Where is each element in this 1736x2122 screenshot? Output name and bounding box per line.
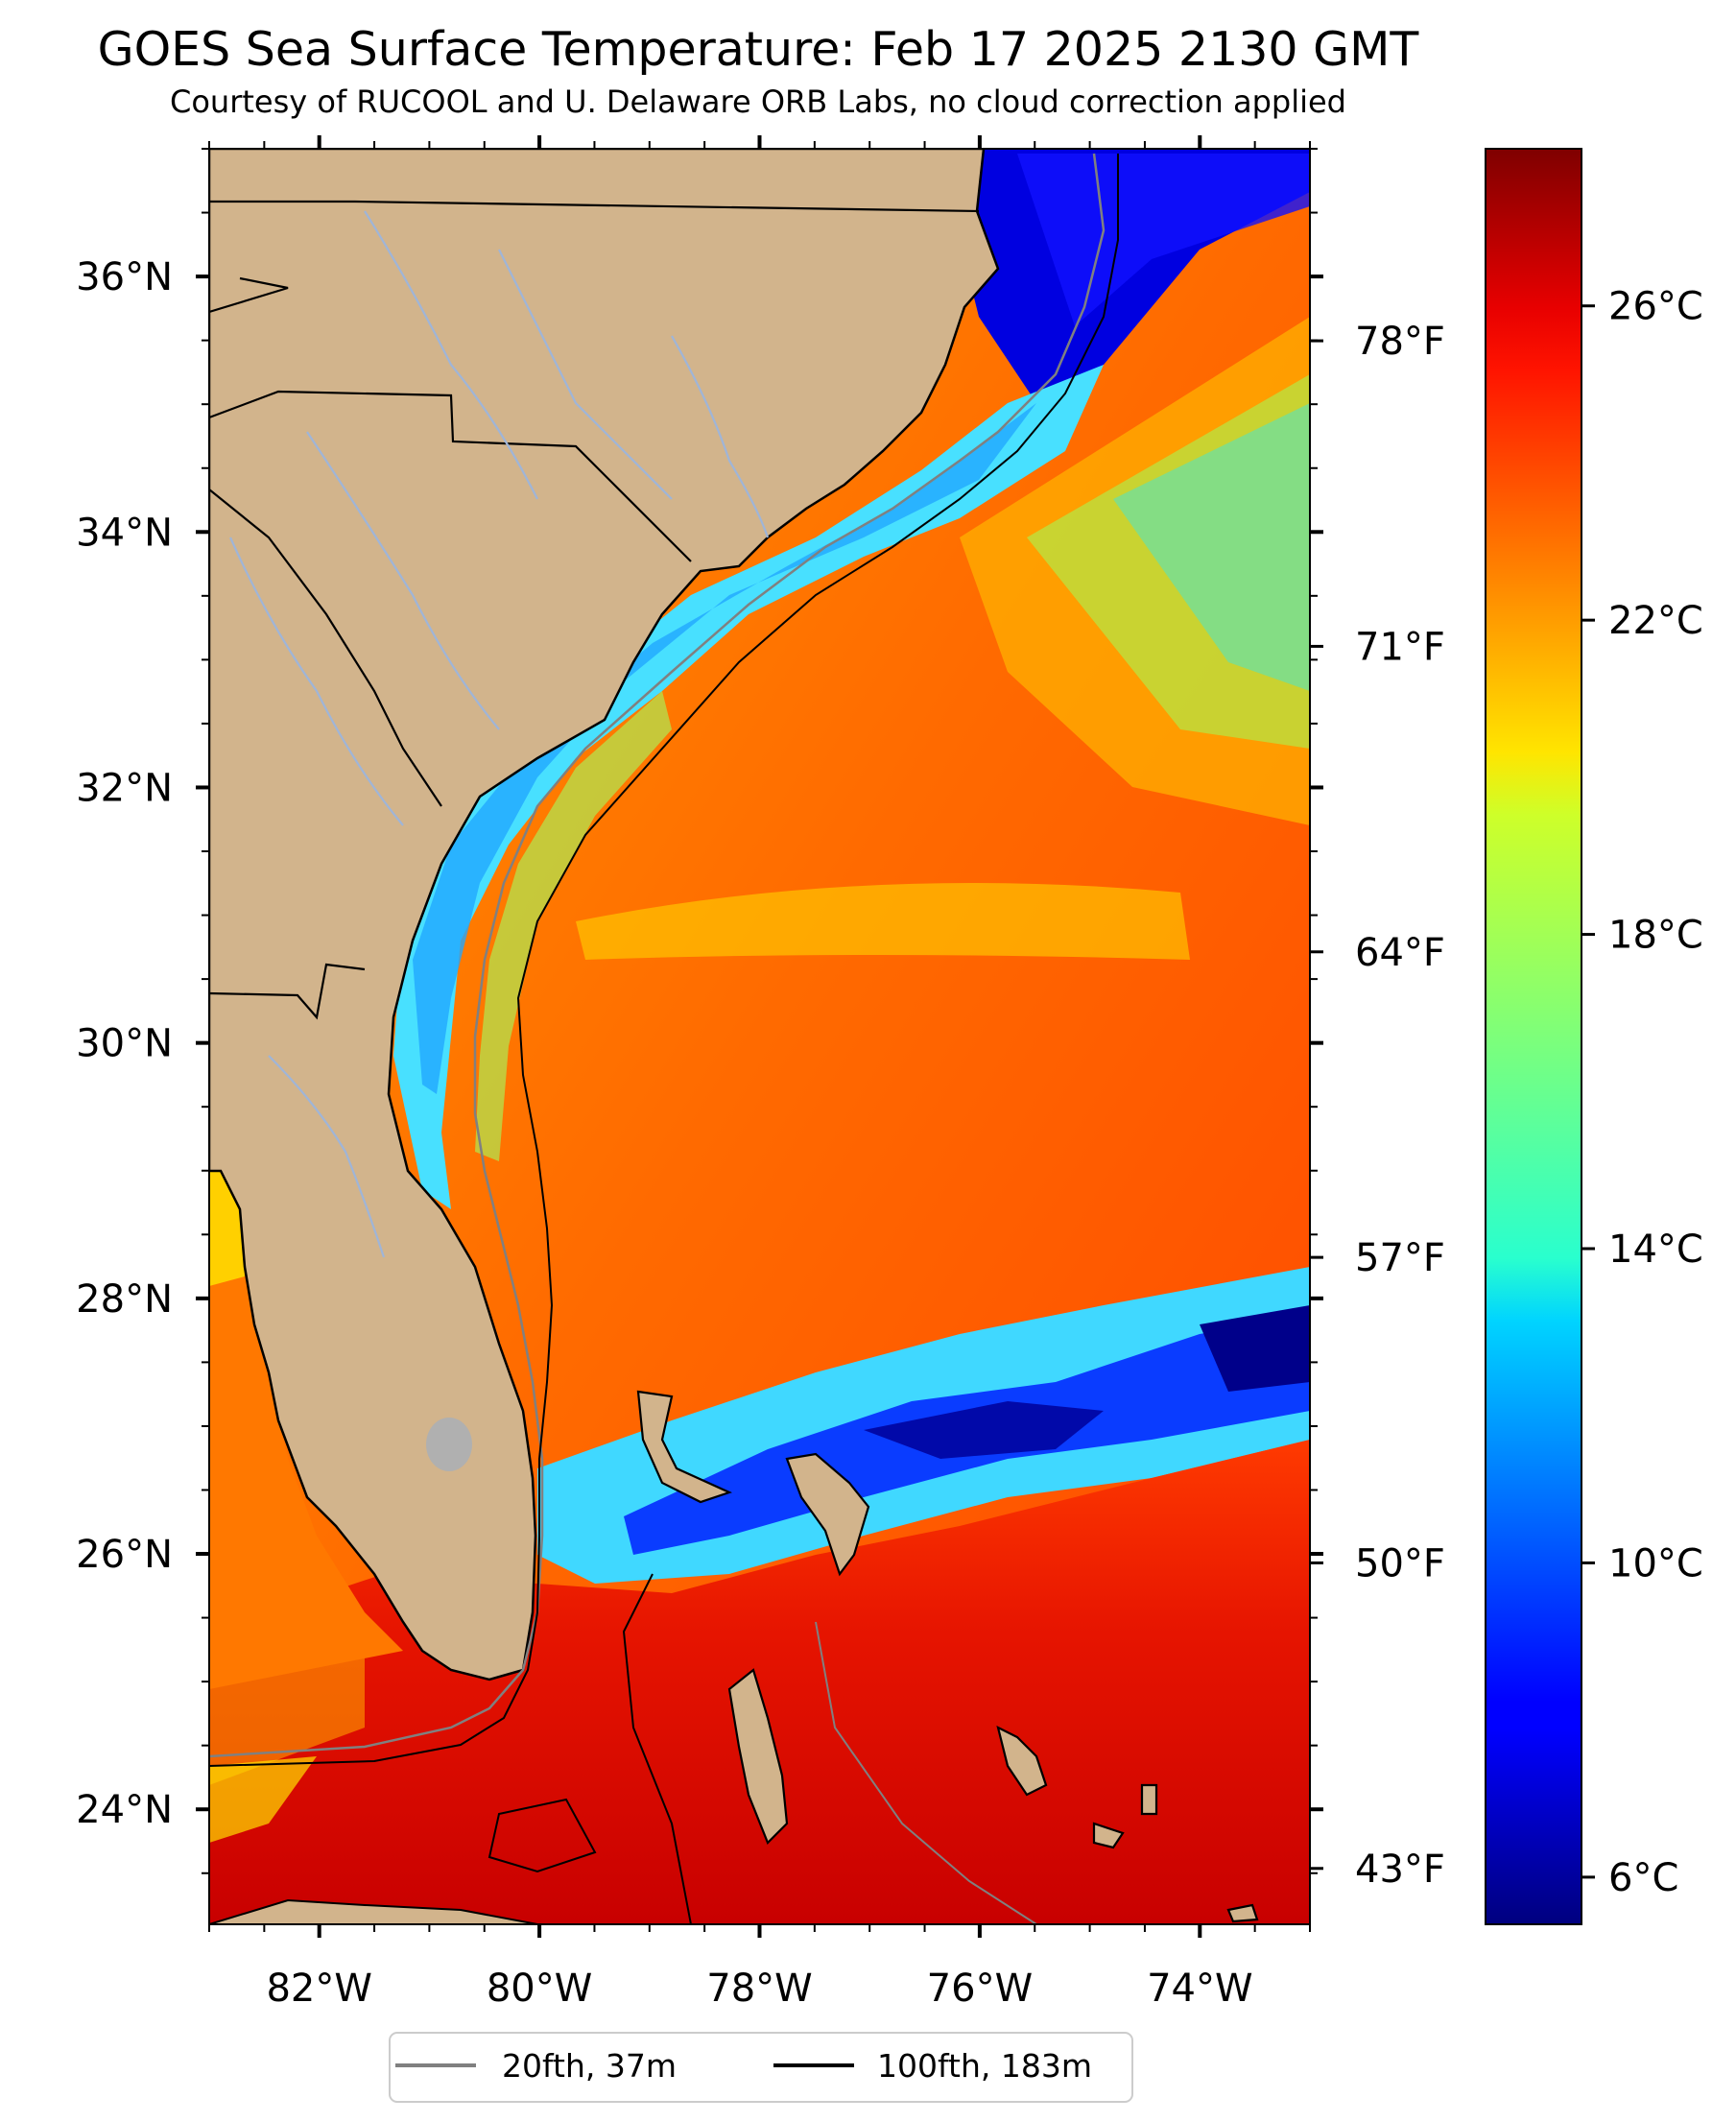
colorbar-gradient [1485, 148, 1582, 1925]
lon-tick-label: 80°W [487, 1967, 592, 2011]
map-subtitle: Courtesy of RUCOOL and U. Delaware ORB L… [170, 83, 1346, 120]
map-area [209, 149, 1310, 1924]
fahrenheit-tick-label: 78°F [1355, 320, 1445, 364]
fahrenheit-tick-label: 50°F [1355, 1541, 1445, 1586]
fahrenheit-tick-label: 64°F [1355, 931, 1445, 975]
colorbar: 26°C 22°C 18°C 14°C 10°C 6°C [1485, 148, 1703, 1925]
rivers [228, 210, 770, 1258]
lon-tick-label: 82°W [266, 1967, 371, 2011]
bahamas [636, 1390, 1259, 1923]
state-borders [209, 200, 980, 1020]
longitude-axis: 82°W 80°W 78°W 76°W 74°W [208, 135, 1311, 2011]
lat-tick-label: 34°N [76, 511, 173, 555]
fahrenheit-axis: 78°F 71°F 64°F 57°F 50°F 43°F [1310, 320, 1445, 1892]
colorbar-tick-label: 6°C [1608, 1856, 1678, 1900]
lat-tick-label: 28°N [76, 1277, 173, 1322]
fahrenheit-tick-label: 57°F [1355, 1236, 1445, 1280]
legend-label-20fth: 20fth, 37m [502, 2047, 677, 2085]
legend-box [389, 2032, 1133, 2103]
fahrenheit-tick-label: 43°F [1355, 1848, 1445, 1892]
map-title: GOES Sea Surface Temperature: Feb 17 202… [97, 22, 1419, 77]
isobath-20fth [209, 153, 1106, 1758]
lon-tick-label: 78°W [706, 1967, 812, 2011]
colorbar-tick-label: 26°C [1608, 285, 1703, 329]
isobath-100fth [209, 154, 1119, 1767]
lat-tick-label: 24°N [76, 1788, 173, 1832]
legend-label-100fth: 100fth, 183m [877, 2047, 1092, 2085]
lat-tick-label: 36°N [76, 255, 173, 299]
latitude-axis: 36°N 34°N 32°N 30°N 28°N 26°N 24°N [76, 148, 1323, 1874]
lon-tick-label: 74°W [1147, 1967, 1252, 2011]
colorbar-tick-label: 14°C [1608, 1228, 1703, 1272]
lat-tick-label: 26°N [76, 1533, 173, 1577]
colorbar-tick-label: 10°C [1608, 1541, 1703, 1586]
colorbar-tick-label: 22°C [1608, 599, 1703, 643]
isobath-legend: 20fth, 37m 100fth, 183m [389, 2032, 1133, 2103]
lat-tick-label: 32°N [76, 766, 173, 810]
fahrenheit-tick-label: 71°F [1355, 625, 1445, 669]
us-southeast-coast [209, 149, 1000, 1681]
colorbar-tick-label: 18°C [1608, 914, 1703, 958]
lon-tick-label: 76°W [927, 1967, 1033, 2011]
lat-tick-label: 30°N [76, 1022, 173, 1066]
